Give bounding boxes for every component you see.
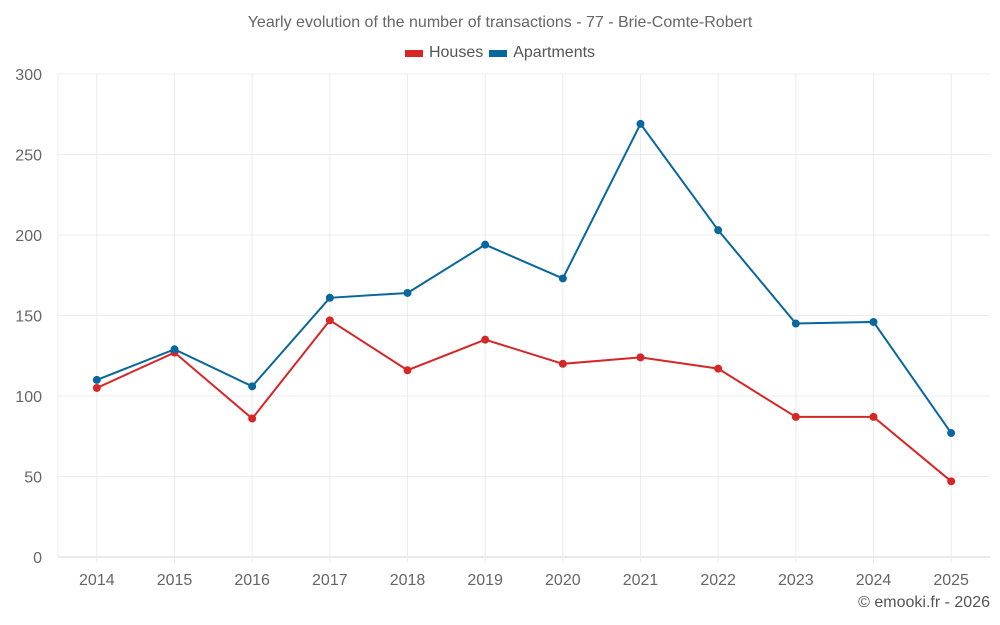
data-point-houses[interactable]	[791, 412, 800, 421]
data-point-apartments[interactable]	[92, 375, 101, 384]
y-tick-label: 300	[15, 67, 42, 84]
data-point-apartments[interactable]	[170, 345, 179, 354]
x-tick-label: 2022	[700, 572, 736, 589]
x-tick-label: 2015	[157, 572, 193, 589]
chart-title: Yearly evolution of the number of transa…	[247, 14, 753, 31]
data-point-apartments[interactable]	[481, 240, 490, 249]
data-point-apartments[interactable]	[869, 317, 878, 326]
data-point-apartments[interactable]	[558, 274, 567, 283]
x-tick-label: 2014	[79, 572, 115, 589]
series-line-apartments	[96, 121, 952, 434]
data-point-apartments[interactable]	[403, 288, 412, 297]
legend-item-apartments[interactable]: Apartments	[489, 44, 595, 62]
data-point-apartments[interactable]	[714, 226, 723, 235]
credit-text: © emooki.fr - 2026	[858, 594, 990, 611]
data-point-houses[interactable]	[248, 414, 257, 423]
data-point-apartments[interactable]	[325, 293, 334, 302]
series-line-houses	[96, 318, 952, 483]
legend-label-houses: Houses	[428, 44, 484, 61]
data-point-houses[interactable]	[558, 359, 567, 368]
legend-swatch-houses	[404, 49, 423, 57]
data-point-houses[interactable]	[92, 383, 101, 392]
y-tick-label: 150	[15, 309, 42, 326]
x-tick-label: 2023	[778, 572, 814, 589]
y-tick-label: 250	[15, 148, 42, 165]
x-tick-label: 2025	[933, 572, 969, 589]
data-point-houses[interactable]	[481, 335, 490, 344]
data-point-houses[interactable]	[869, 412, 878, 421]
data-point-apartments[interactable]	[636, 119, 645, 128]
data-point-houses[interactable]	[325, 316, 334, 325]
x-tick-label: 2017	[312, 572, 348, 589]
data-point-apartments[interactable]	[947, 429, 956, 438]
legend-item-houses[interactable]: Houses	[404, 44, 484, 62]
chart-legend: Houses Apartments	[0, 44, 1000, 62]
y-tick-label: 100	[15, 389, 42, 406]
y-tick-label: 200	[15, 228, 42, 245]
y-tick-label: 50	[24, 470, 42, 487]
y-tick-label: 0	[33, 550, 42, 567]
x-tick-label: 2018	[390, 572, 426, 589]
legend-label-apartments: Apartments	[513, 44, 596, 61]
data-point-apartments[interactable]	[791, 319, 800, 328]
data-point-apartments[interactable]	[248, 382, 257, 391]
data-point-houses[interactable]	[947, 477, 956, 486]
x-tick-label: 2019	[467, 572, 503, 589]
data-point-houses[interactable]	[714, 364, 723, 373]
data-point-houses[interactable]	[636, 353, 645, 362]
x-tick-label: 2020	[545, 572, 581, 589]
x-tick-label: 2021	[623, 572, 659, 589]
x-tick-label: 2024	[856, 572, 892, 589]
x-tick-label: 2016	[234, 572, 270, 589]
data-point-houses[interactable]	[403, 366, 412, 375]
legend-swatch-apartments	[489, 49, 508, 57]
